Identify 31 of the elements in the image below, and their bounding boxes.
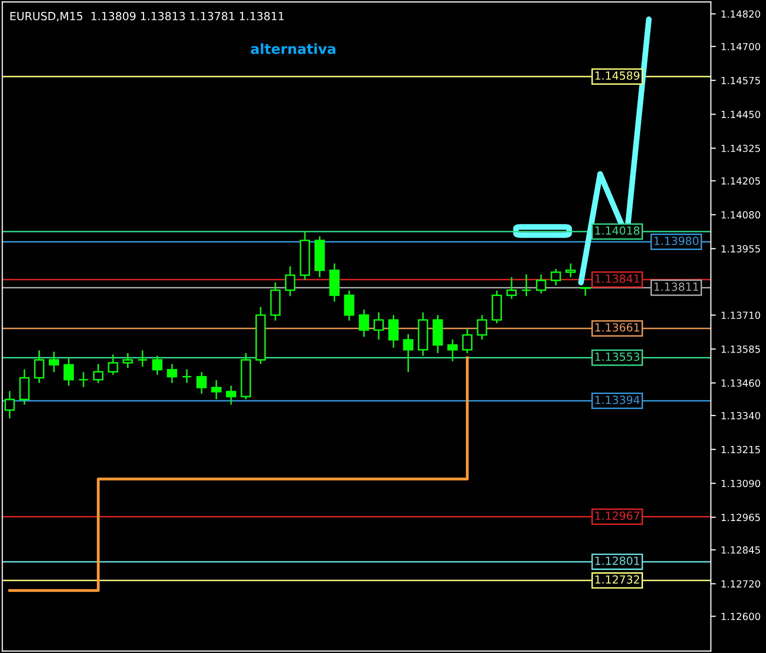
annotation: alternativa bbox=[250, 43, 336, 54]
ref-line-label: 1.13661 bbox=[595, 323, 640, 332]
y-tick-label: 1.14575 bbox=[722, 76, 760, 84]
y-tick-label: 1.14205 bbox=[722, 177, 760, 185]
ref-line-label: 1.12801 bbox=[595, 556, 640, 565]
y-tick-label: 1.14820 bbox=[722, 10, 760, 18]
text: EURUSD,M15 1.13809 1.13813 1.13781 1.13811 bbox=[10, 12, 284, 22]
ref-line-label: 1.13980 bbox=[654, 236, 698, 246]
y-tick-label: 1.13215 bbox=[722, 446, 760, 454]
ref-line-label: 1.12732 bbox=[595, 575, 640, 584]
y-tick-label: 1.12965 bbox=[722, 514, 760, 522]
y-tick-label: 1.13460 bbox=[722, 379, 760, 387]
ref-line-label: 1.13394 bbox=[595, 396, 640, 404]
y-tick-label: 1.13585 bbox=[722, 346, 760, 353]
ref-line-label: 1.14018 bbox=[595, 226, 640, 235]
y-tick-label: 1.13340 bbox=[722, 412, 760, 420]
y-tick-label: 1.13955 bbox=[722, 245, 760, 252]
ref-line-label: 1.12967 bbox=[595, 512, 640, 520]
ref-line-label: 1.13811 bbox=[654, 282, 698, 291]
ref-line-label: 1.13841 bbox=[595, 274, 640, 283]
y-tick-label: 1.14450 bbox=[722, 110, 760, 118]
y-tick-label: 1.13090 bbox=[722, 480, 760, 488]
y-tick-label: 1.13710 bbox=[722, 312, 760, 319]
y-tick-label: 1.12600 bbox=[722, 612, 760, 620]
ref-line-label: 1.13553 bbox=[595, 352, 640, 361]
y-tick-label: 1.14080 bbox=[722, 211, 760, 219]
ref-line-label: 1.14589 bbox=[595, 71, 640, 80]
y-tick-label: 1.12720 bbox=[722, 580, 760, 588]
y-tick-label: 1.12845 bbox=[722, 546, 760, 554]
y-tick-label: 1.14700 bbox=[722, 42, 760, 50]
y-tick-label: 1.14325 bbox=[722, 144, 760, 152]
